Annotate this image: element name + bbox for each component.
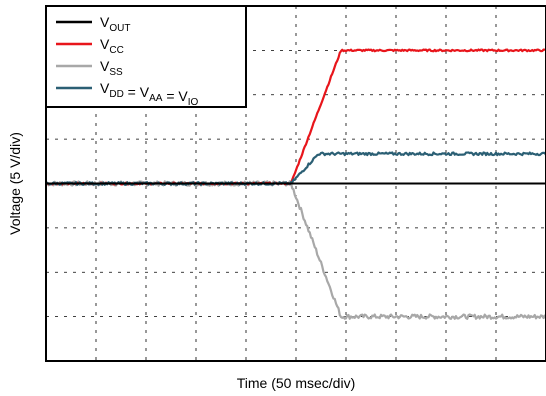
legend-item: VOUT (56, 14, 130, 34)
y-axis-label: Voltage (5 V/div) (7, 132, 23, 235)
legend-item: VSS (56, 58, 123, 78)
legend-label: VSS (100, 58, 123, 78)
legend-item: VCC (56, 36, 124, 56)
series-group (45, 48, 546, 320)
plot-frame (45, 5, 546, 362)
legend-label: VCC (100, 36, 124, 56)
legend-item: VDD = VAA = VIO (56, 80, 199, 108)
x-axis-label: Time (50 msec/div) (237, 375, 356, 391)
legend-label: VDD = VAA = VIO (100, 80, 199, 108)
legend-label: VOUT (100, 14, 130, 34)
